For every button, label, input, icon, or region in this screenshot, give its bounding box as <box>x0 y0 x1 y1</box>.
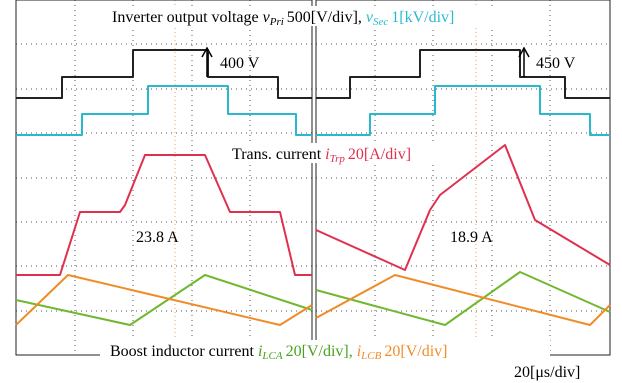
right-current: 18.9 A <box>450 229 493 246</box>
left-step: 400 V <box>220 55 260 72</box>
waveforms <box>16 48 610 325</box>
left-current: 23.8 A <box>136 229 179 246</box>
time-scale: 20[μs/div] <box>514 364 580 381</box>
right-step: 450 V <box>536 55 576 72</box>
scope-figure: Inverter output voltage vPri500[V/div], … <box>0 0 622 383</box>
